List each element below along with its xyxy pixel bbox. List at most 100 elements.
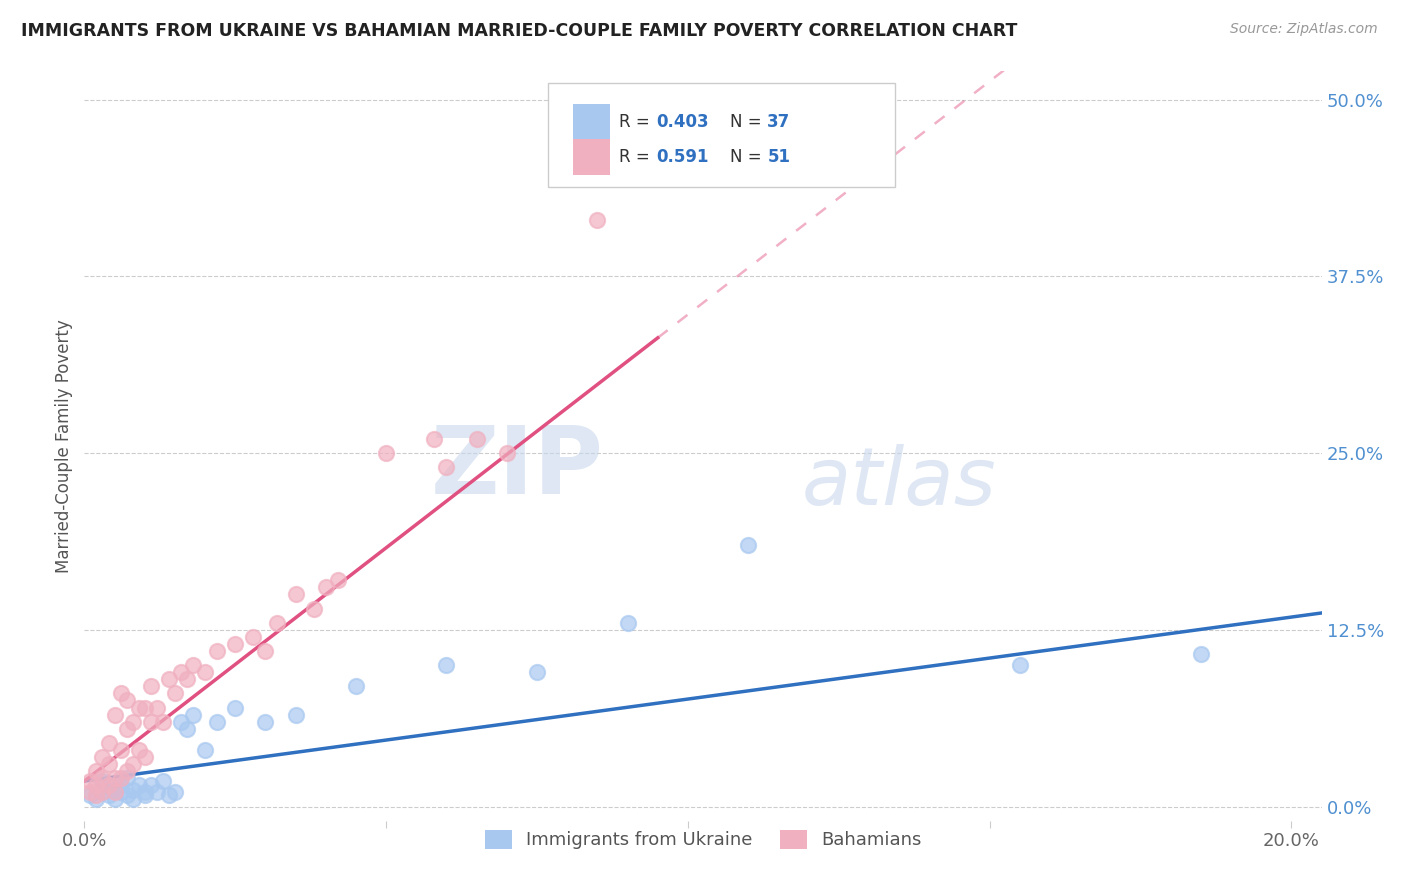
Point — [103, 707, 125, 722]
Text: R =: R = — [619, 113, 655, 131]
Point — [110, 686, 132, 700]
Text: 0.591: 0.591 — [657, 148, 709, 166]
Point — [134, 785, 156, 799]
Point — [152, 714, 174, 729]
Point — [121, 792, 143, 806]
Point — [91, 771, 114, 785]
Point — [115, 693, 138, 707]
Point — [315, 580, 337, 594]
Point — [170, 665, 193, 680]
Point — [134, 750, 156, 764]
Point — [254, 714, 277, 729]
Point — [91, 785, 114, 799]
Point — [121, 757, 143, 772]
Point — [139, 714, 162, 729]
Text: atlas: atlas — [801, 444, 997, 523]
Point — [110, 778, 132, 792]
Point — [242, 630, 264, 644]
FancyBboxPatch shape — [574, 104, 610, 140]
Text: N =: N = — [730, 148, 768, 166]
Text: N =: N = — [730, 113, 768, 131]
Point — [152, 774, 174, 789]
Point — [79, 774, 101, 789]
Point — [1008, 658, 1031, 673]
Point — [103, 771, 125, 785]
Point — [97, 778, 120, 792]
Point — [146, 785, 169, 799]
Point — [79, 785, 101, 799]
Point — [375, 446, 398, 460]
Point — [97, 757, 120, 772]
Point — [224, 700, 246, 714]
Point — [110, 785, 132, 799]
Point — [128, 700, 150, 714]
Point — [176, 722, 198, 736]
Point — [423, 432, 446, 446]
Point — [436, 658, 458, 673]
Point — [176, 673, 198, 687]
Point — [103, 792, 125, 806]
Text: ZIP: ZIP — [432, 423, 605, 515]
Point — [163, 785, 186, 799]
Point — [194, 743, 217, 757]
Point — [115, 764, 138, 779]
Point — [91, 774, 114, 789]
Point — [284, 587, 307, 601]
Point — [110, 743, 132, 757]
Point — [139, 778, 162, 792]
Point — [103, 782, 125, 797]
Y-axis label: Married-Couple Family Poverty: Married-Couple Family Poverty — [55, 319, 73, 573]
Point — [86, 764, 108, 779]
Point — [284, 707, 307, 722]
Text: 37: 37 — [768, 113, 790, 131]
Point — [146, 700, 169, 714]
Point — [436, 460, 458, 475]
FancyBboxPatch shape — [548, 83, 894, 187]
Point — [266, 615, 288, 630]
Point — [526, 665, 548, 680]
Point — [121, 714, 143, 729]
Point — [170, 714, 193, 729]
Point — [79, 788, 101, 802]
Text: 51: 51 — [768, 148, 790, 166]
Point — [194, 665, 217, 680]
Point — [115, 722, 138, 736]
Point — [139, 679, 162, 693]
Point — [224, 637, 246, 651]
Point — [86, 778, 108, 792]
Point — [302, 601, 325, 615]
Point — [86, 788, 108, 802]
Point — [115, 771, 138, 785]
Text: Source: ZipAtlas.com: Source: ZipAtlas.com — [1230, 22, 1378, 37]
Text: 0.403: 0.403 — [657, 113, 709, 131]
Point — [128, 778, 150, 792]
Point — [181, 658, 204, 673]
Point — [97, 736, 120, 750]
Point — [737, 538, 759, 552]
Point — [157, 788, 180, 802]
Point — [163, 686, 186, 700]
Point — [254, 644, 277, 658]
Text: IMMIGRANTS FROM UKRAINE VS BAHAMIAN MARRIED-COUPLE FAMILY POVERTY CORRELATION CH: IMMIGRANTS FROM UKRAINE VS BAHAMIAN MARR… — [21, 22, 1018, 40]
Point — [110, 771, 132, 785]
Point — [97, 788, 120, 802]
Point — [86, 792, 108, 806]
Point — [128, 743, 150, 757]
FancyBboxPatch shape — [574, 139, 610, 175]
Point — [205, 644, 228, 658]
Point — [1189, 647, 1212, 661]
Point — [134, 700, 156, 714]
Point — [586, 212, 609, 227]
Point — [115, 788, 138, 802]
Point — [344, 679, 367, 693]
Point — [616, 615, 638, 630]
Point — [134, 788, 156, 802]
Point — [465, 432, 488, 446]
Point — [326, 574, 349, 588]
Legend: Immigrants from Ukraine, Bahamians: Immigrants from Ukraine, Bahamians — [477, 822, 929, 856]
Point — [181, 707, 204, 722]
Point — [91, 750, 114, 764]
Point — [495, 446, 517, 460]
Point — [121, 782, 143, 797]
Point — [97, 778, 120, 792]
